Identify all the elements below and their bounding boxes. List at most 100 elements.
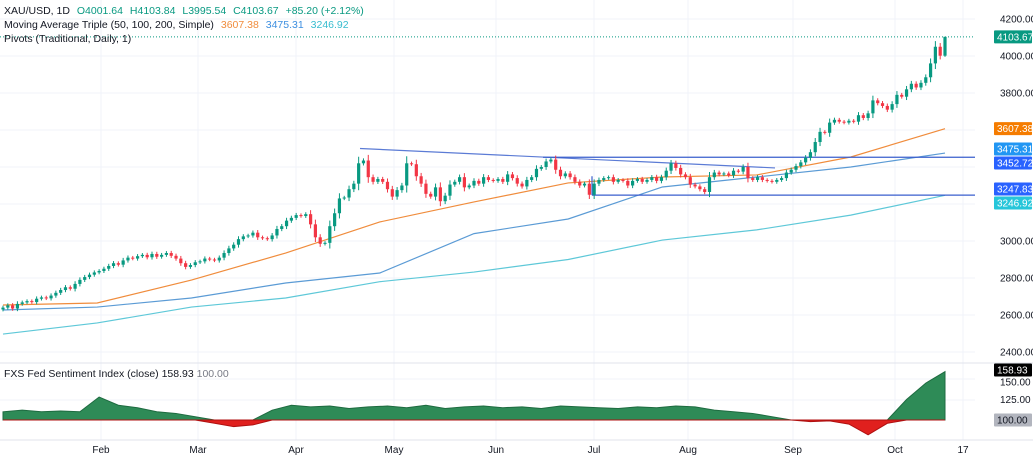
candle-body bbox=[683, 174, 688, 178]
sentiment-legend[interactable]: FXS Fed Sentiment Index (close) 158.93 1… bbox=[4, 368, 229, 380]
candle-body bbox=[289, 217, 293, 221]
candle-body bbox=[15, 303, 20, 309]
candle-body bbox=[828, 122, 832, 133]
candle-body bbox=[203, 258, 207, 262]
candle-body bbox=[640, 179, 644, 182]
candle-body bbox=[880, 103, 885, 106]
ma200-line bbox=[2, 194, 946, 335]
candle-body bbox=[284, 220, 289, 227]
candle-body bbox=[904, 89, 909, 97]
time-tick-label: Aug bbox=[679, 445, 697, 456]
ma100-value: 3475.31 bbox=[265, 19, 304, 31]
candle-body bbox=[140, 254, 144, 257]
price-tick-label: 4000.00 bbox=[1000, 52, 1033, 63]
candle-body bbox=[227, 248, 231, 254]
price-tick-label: 2800.00 bbox=[1000, 274, 1033, 285]
open-value: O4001.64 bbox=[76, 5, 123, 17]
candle-body bbox=[943, 36, 947, 56]
candle-body bbox=[549, 159, 553, 162]
ma50-badge bbox=[994, 122, 1032, 136]
candle-body bbox=[160, 254, 164, 257]
candle-body bbox=[135, 256, 140, 259]
candle-body bbox=[145, 254, 149, 258]
candle-body bbox=[54, 292, 58, 296]
candle-body bbox=[251, 232, 255, 236]
candle-body bbox=[419, 176, 423, 184]
ma100-line bbox=[2, 152, 946, 311]
candle-body bbox=[703, 189, 707, 192]
candle-body bbox=[602, 178, 606, 180]
candle-body bbox=[477, 180, 481, 184]
candle-body bbox=[184, 263, 188, 267]
candle-body bbox=[674, 163, 678, 168]
candle-body bbox=[222, 253, 226, 258]
candle-body bbox=[568, 173, 572, 178]
candle-body bbox=[313, 224, 317, 238]
candle-body bbox=[366, 160, 370, 178]
candle-body bbox=[308, 214, 313, 225]
candle-body bbox=[799, 162, 803, 167]
candle-body bbox=[347, 189, 351, 198]
candle-body bbox=[371, 177, 375, 182]
change-value: +85.20 (+2.12%) bbox=[285, 5, 364, 17]
time-tick-label: Apr bbox=[288, 445, 304, 456]
candle-body bbox=[717, 172, 721, 175]
candle-body bbox=[256, 232, 260, 238]
ma50-line bbox=[2, 128, 946, 306]
candle-body bbox=[11, 305, 15, 309]
high-value: H4103.84 bbox=[129, 5, 176, 17]
candle-body bbox=[832, 119, 837, 123]
price-tick-label: 3000.00 bbox=[1000, 237, 1033, 248]
candle-body bbox=[390, 189, 394, 197]
candle-body bbox=[457, 177, 462, 182]
candle-body bbox=[631, 180, 635, 186]
pivot-badge-text: 3247.83 bbox=[997, 185, 1033, 196]
time-tick-label: Feb bbox=[92, 445, 110, 456]
candle-body bbox=[727, 173, 731, 176]
candle-body bbox=[650, 177, 654, 180]
close-value: C4103.67 bbox=[233, 5, 279, 17]
candle-body bbox=[736, 170, 740, 172]
candle-body bbox=[621, 179, 625, 181]
candle-body bbox=[895, 94, 899, 105]
sentiment-base: 100.00 bbox=[196, 368, 229, 380]
time-tick-label: May bbox=[385, 445, 404, 456]
candle-body bbox=[731, 170, 736, 176]
candle-body bbox=[102, 268, 106, 271]
candle-body bbox=[39, 297, 44, 299]
candle-body bbox=[698, 186, 702, 190]
candle-body bbox=[323, 242, 327, 244]
time-tick-label: 17 bbox=[957, 445, 969, 456]
candle-body bbox=[212, 259, 217, 261]
pivot-badge bbox=[994, 156, 1032, 170]
candle-body bbox=[597, 179, 601, 184]
candle-body bbox=[842, 121, 846, 123]
candle-body bbox=[462, 177, 466, 188]
candle-body bbox=[655, 177, 659, 181]
candle-body bbox=[472, 180, 476, 186]
candle-body bbox=[385, 181, 390, 190]
candle-body bbox=[164, 253, 169, 255]
candle-body bbox=[116, 263, 120, 265]
candle-body bbox=[438, 187, 442, 202]
candle-body bbox=[188, 265, 193, 267]
candle-body bbox=[467, 185, 471, 188]
candle-body bbox=[193, 262, 197, 266]
candle-body bbox=[486, 177, 491, 180]
candle-body bbox=[712, 172, 716, 178]
candle-body bbox=[381, 179, 385, 182]
ma100-badge bbox=[994, 142, 1032, 156]
candle-body bbox=[333, 213, 337, 227]
candle-body bbox=[544, 161, 548, 167]
candle-body bbox=[429, 193, 433, 197]
candle-body bbox=[409, 163, 414, 165]
candle-body bbox=[20, 302, 24, 304]
pivots-row[interactable]: Pivots (Traditional, Daily, 1) bbox=[4, 32, 368, 46]
candle-body bbox=[150, 253, 154, 258]
sentiment-value-badge-text: 158.93 bbox=[997, 366, 1028, 377]
candle-body bbox=[6, 305, 10, 308]
ma-row[interactable]: Moving Average Triple (50, 100, 200, Sim… bbox=[4, 18, 368, 32]
candle-body bbox=[92, 272, 96, 275]
candle-body bbox=[491, 179, 495, 181]
